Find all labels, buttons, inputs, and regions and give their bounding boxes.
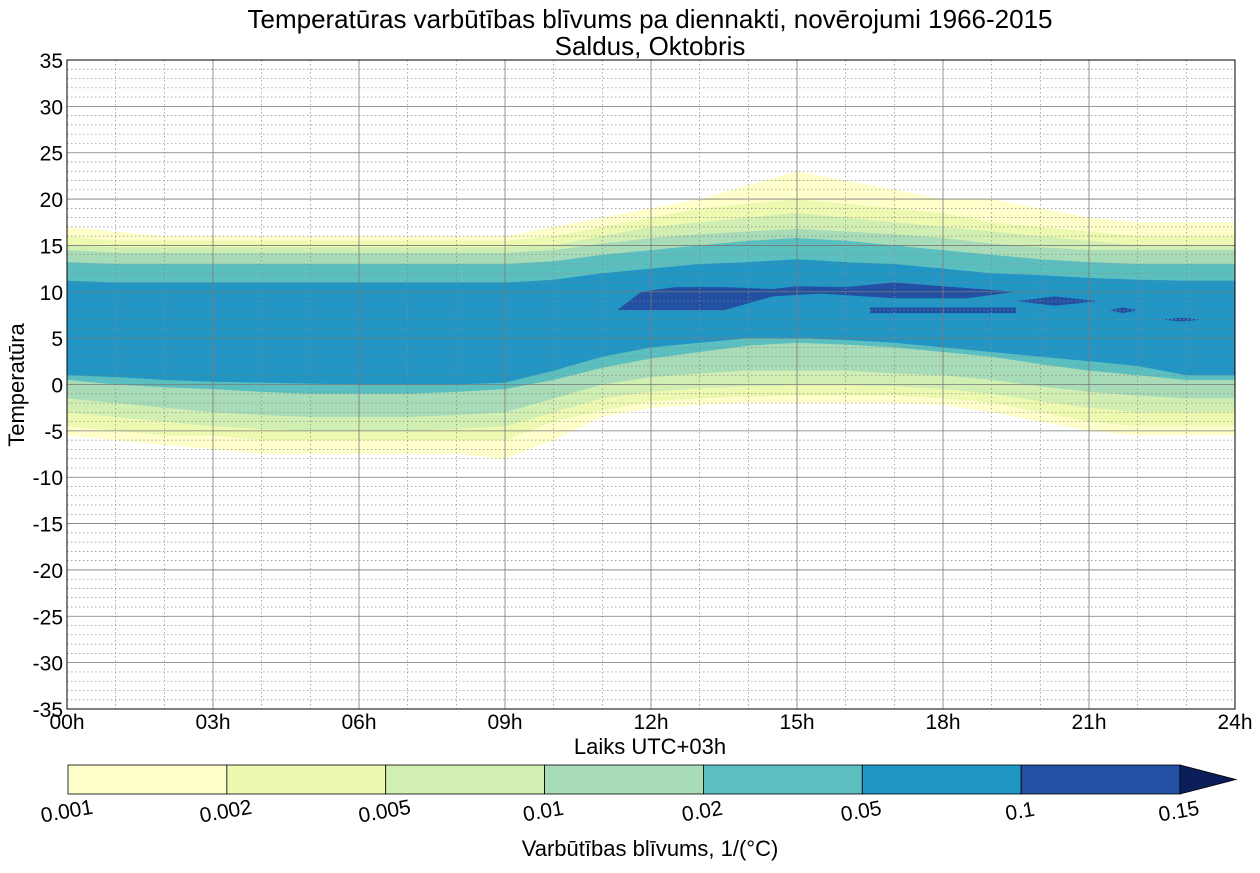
y-tick-label: -15 — [33, 514, 63, 537]
colorbar-tick-label: 0.05 — [839, 797, 883, 827]
colorbar-swatch — [226, 764, 387, 795]
density-peak-1 — [616, 282, 1016, 311]
x-tick-label: 03h — [195, 711, 230, 734]
x-tick-label: 18h — [925, 711, 960, 734]
y-tick-label: -10 — [33, 467, 63, 490]
x-tick-label: 09h — [487, 711, 522, 734]
colorbar-tick-label: 0.15 — [1157, 797, 1201, 827]
y-tick-label: -5 — [44, 421, 63, 444]
colorbar-swatch — [703, 764, 863, 795]
x-axis-label: Laiks UTC+03h — [574, 734, 726, 759]
chart-subtitle: Saldus, Oktobris — [555, 31, 746, 61]
colorbar-swatch — [544, 764, 704, 795]
colorbar: 0.001 0.002 0.005 0.01 0.02 0.05 0.1 0.15 — [39, 764, 1238, 828]
x-tick-label: 00h — [49, 711, 84, 734]
x-tick-label: 06h — [341, 711, 376, 734]
colorbar-tick-label: 0.02 — [680, 797, 724, 827]
colorbar-swatch — [385, 764, 545, 795]
y-tick-label: 0 — [51, 375, 63, 398]
y-axis-label: Temperatūra — [4, 322, 29, 446]
chart-title: Temperatūras varbūtības blīvums pa dienn… — [247, 4, 1052, 34]
density-peak-3 — [1016, 296, 1099, 306]
y-tick-label: 20 — [40, 189, 63, 212]
y-tick-label: -20 — [33, 560, 63, 583]
colorbar-tick-label: 0.001 — [39, 796, 95, 828]
colorbar-tick-label: 0.005 — [357, 796, 413, 828]
colorbar-swatch — [67, 764, 228, 795]
y-tick-label: -25 — [33, 606, 63, 629]
y-tick-label: 25 — [40, 143, 63, 166]
y-tick-label: 10 — [40, 282, 63, 305]
y-tick-label: -30 — [33, 653, 63, 676]
x-tick-label: 24h — [1217, 711, 1252, 734]
colorbar-tick-label: 0.1 — [1004, 798, 1037, 826]
x-tick-label: 21h — [1071, 711, 1106, 734]
colorbar-tick-label: 0.002 — [198, 796, 254, 828]
density-peak-5 — [1162, 317, 1201, 322]
y-tick-label: 5 — [51, 328, 63, 351]
colorbar-extend-arrow — [1179, 764, 1238, 795]
colorbar-tick-label: 0.01 — [521, 797, 565, 827]
y-tick-label: -35 — [33, 699, 63, 722]
y-tick-label: 30 — [40, 96, 63, 119]
x-tick-label: 15h — [779, 711, 814, 734]
plot-frame — [66, 59, 1236, 710]
colorbar-swatch — [1020, 764, 1181, 795]
y-tick-label: 15 — [40, 235, 63, 258]
x-tick-label: 12h — [633, 711, 668, 734]
grid-lines — [66, 59, 1236, 710]
colorbar-label: Varbūtības blīvums, 1/(°C) — [522, 836, 779, 861]
y-tick-label: 35 — [40, 50, 63, 73]
colorbar-swatch — [861, 764, 1022, 795]
